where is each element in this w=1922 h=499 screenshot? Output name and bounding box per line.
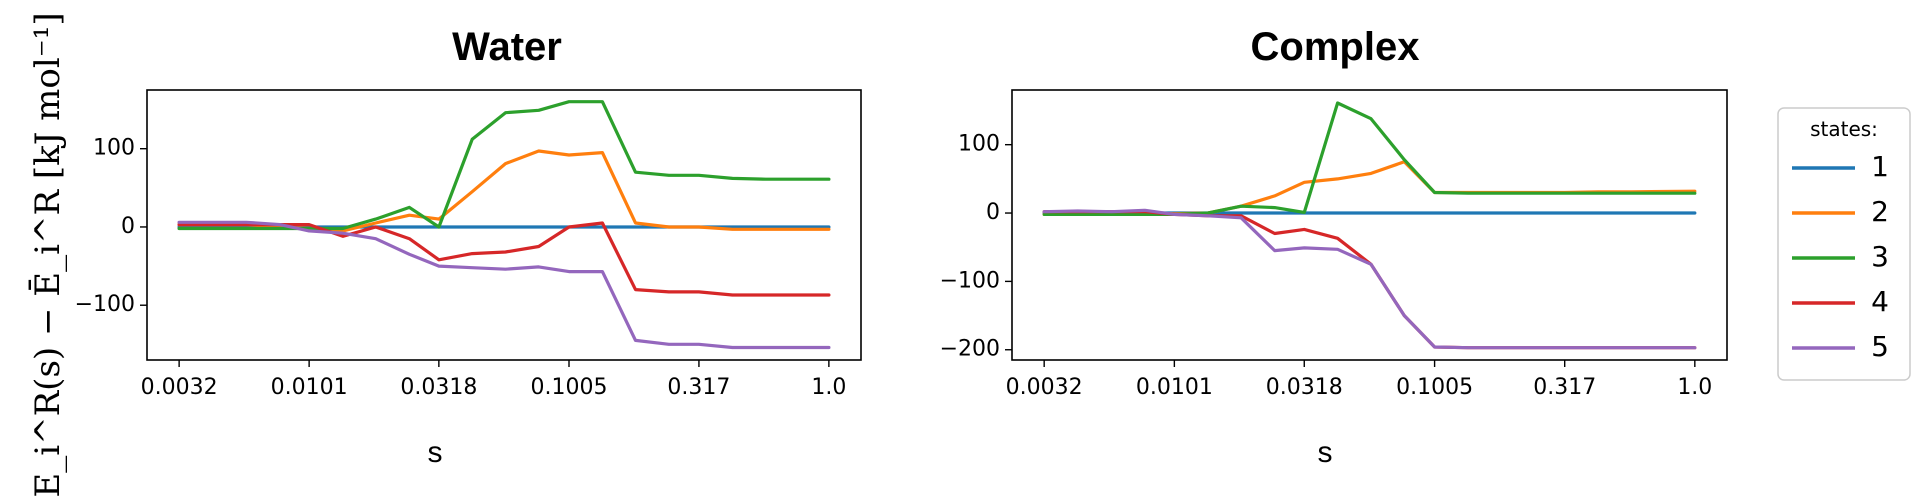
x-tick-label: 0.1005 bbox=[1396, 375, 1473, 400]
x-ticks-water: 0.0032 0.0101 0.0318 0.1005 0.317 1.0 bbox=[141, 360, 847, 400]
legend-title: states: bbox=[1810, 117, 1878, 141]
y-axis-label: E_i^R(s) − Ē_i^R [kJ mol⁻¹] bbox=[28, 12, 68, 497]
x-tick-label: 1.0 bbox=[811, 375, 846, 400]
series-line-water-state-5 bbox=[179, 222, 829, 347]
x-axis-label-complex: s bbox=[1318, 436, 1333, 469]
x-tick-label: 0.0318 bbox=[1266, 375, 1343, 400]
plot-frame-complex bbox=[1012, 90, 1727, 360]
series-line-complex-state-5 bbox=[1044, 210, 1695, 347]
series-line-water-state-4 bbox=[179, 223, 829, 295]
legend-label-state-3: 3 bbox=[1871, 240, 1889, 273]
y-ticks-water: −100 0 100 bbox=[75, 136, 147, 318]
x-tick-label: 0.317 bbox=[1533, 375, 1596, 400]
y-tick-label: 100 bbox=[93, 136, 135, 161]
lines-water bbox=[179, 102, 829, 348]
lines-complex bbox=[1044, 103, 1695, 348]
x-tick-label: 0.0032 bbox=[1006, 375, 1083, 400]
legend-box bbox=[1778, 108, 1910, 380]
x-tick-label: 0.1005 bbox=[531, 375, 608, 400]
legend-label-state-2: 2 bbox=[1871, 195, 1889, 228]
x-tick-label: 0.0101 bbox=[271, 375, 348, 400]
legend-label-state-1: 1 bbox=[1871, 150, 1889, 183]
x-tick-label: 0.0101 bbox=[1136, 375, 1213, 400]
y-tick-label: 0 bbox=[986, 200, 1000, 225]
x-tick-label: 0.317 bbox=[667, 375, 730, 400]
y-tick-label: −200 bbox=[940, 337, 1000, 362]
x-tick-label: 0.0318 bbox=[400, 375, 477, 400]
series-line-complex-state-3 bbox=[1044, 103, 1695, 214]
x-ticks-complex: 0.0032 0.0101 0.0318 0.1005 0.317 1.0 bbox=[1006, 360, 1713, 400]
y-tick-label: 100 bbox=[958, 132, 1000, 157]
x-axis-label-water: s bbox=[428, 436, 443, 469]
legend-label-state-4: 4 bbox=[1871, 285, 1889, 318]
x-tick-label: 0.0032 bbox=[141, 375, 218, 400]
series-line-complex-state-2 bbox=[1044, 162, 1695, 215]
series-line-complex-state-4 bbox=[1044, 212, 1695, 348]
chart-title-water: Water bbox=[452, 25, 562, 69]
x-tick-label: 1.0 bbox=[1677, 375, 1712, 400]
chart-title-complex: Complex bbox=[1251, 25, 1420, 69]
legend-label-state-5: 5 bbox=[1871, 330, 1889, 363]
y-ticks-complex: −200 −100 0 100 bbox=[940, 132, 1012, 362]
y-tick-label: 0 bbox=[121, 214, 135, 239]
legend: states: 1 2 3 4 5 bbox=[1778, 108, 1910, 380]
y-tick-label: −100 bbox=[75, 292, 135, 317]
series-line-water-state-2 bbox=[179, 151, 829, 231]
y-tick-label: −100 bbox=[940, 268, 1000, 293]
